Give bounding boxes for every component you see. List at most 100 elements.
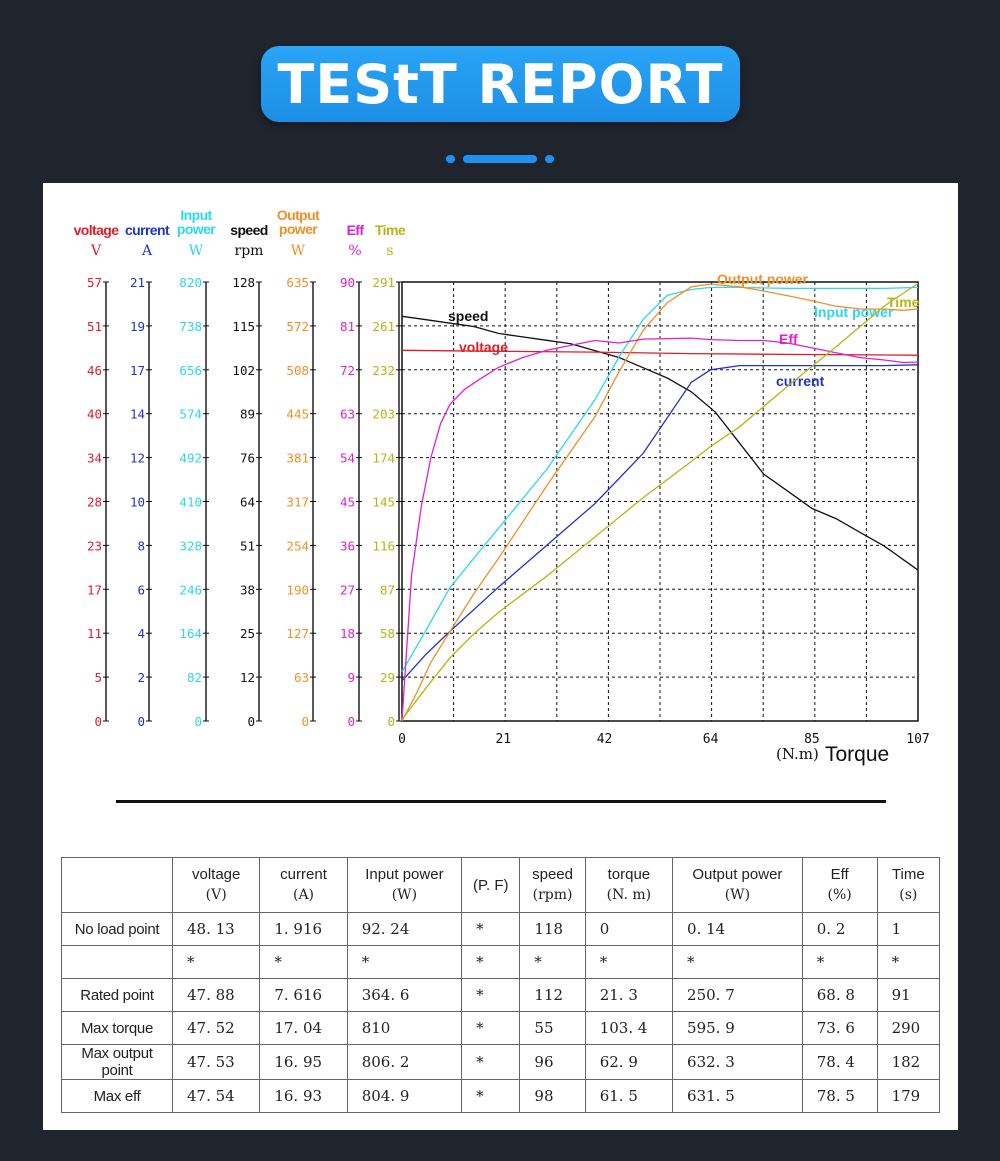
axis-tick-label: 63 — [340, 407, 355, 422]
plot-frame — [401, 281, 919, 722]
axis-unit-eff: % — [348, 243, 361, 259]
axis-tick-label: 102 — [232, 363, 255, 378]
axis-tick-label: 145 — [372, 495, 395, 510]
axis-tick-label: 5 — [94, 670, 102, 685]
table-cell: * — [461, 1044, 521, 1080]
dot-center — [463, 155, 537, 163]
axis-tick-label: 0 — [301, 714, 309, 729]
table-cell: 804. 9 — [346, 1079, 463, 1113]
table-cell: 112 — [519, 978, 586, 1012]
table-header-cell: Input power (W) — [346, 857, 463, 913]
table-cell: 250. 7 — [672, 978, 803, 1012]
axis-tick-label: 23 — [87, 538, 102, 553]
decorative-dots — [0, 155, 1000, 165]
axis-tick-label: 572 — [286, 319, 309, 334]
axis-tick-label: 51 — [87, 319, 102, 334]
report-card: voltage V 0 5 11 17 23 28 34 40 46 51 57 current A 0 2 4 6… — [43, 183, 958, 1130]
axis-tick-label: 9 — [347, 670, 355, 685]
table-cell: * — [461, 978, 521, 1012]
table-cell: * — [519, 945, 586, 979]
series-label-voltage: voltage — [459, 339, 508, 355]
axis-unit-speed: rpm — [235, 243, 264, 259]
axis-tick-label: 14 — [130, 407, 145, 422]
table-cell: 632. 3 — [672, 1044, 803, 1080]
axis-tick-label: 34 — [87, 451, 102, 466]
table-cell: 364. 6 — [346, 978, 463, 1012]
series-line-output-power — [401, 283, 919, 722]
table-cell: 810 — [346, 1011, 463, 1045]
axis-tick-label: 87 — [380, 582, 395, 597]
header-label: Eff — [830, 866, 849, 883]
axis-tick-label: 17 — [130, 363, 145, 378]
axis-tick-label: 4 — [137, 626, 145, 641]
axis-tick-label: 246 — [179, 582, 202, 597]
axis-title-voltage: voltage — [74, 222, 120, 238]
table-cell: * — [259, 945, 348, 979]
table-cell: 91 — [876, 978, 941, 1012]
header-label: speed — [532, 866, 573, 883]
header-unit: (rpm) — [532, 887, 573, 903]
axis-title-eff: Eff — [347, 222, 365, 238]
axis-tick-label: 0 — [347, 714, 355, 729]
axis-tick-label: 76 — [240, 451, 255, 466]
axis-tick-label: 0 — [194, 714, 202, 729]
axis-tick-label: 738 — [179, 319, 202, 334]
axis-tick-label: 115 — [232, 319, 255, 334]
table-cell: * — [461, 1011, 521, 1045]
x-tick-label: 85 — [804, 732, 820, 747]
axis-tick-label: 72 — [340, 363, 355, 378]
axis-title-input-power: Input — [180, 207, 212, 223]
axis-tick-label: 820 — [179, 275, 202, 290]
series-label-time: Time — [887, 294, 920, 310]
table-header-cell: Eff (%) — [801, 857, 878, 913]
divider — [116, 800, 886, 803]
axis-tick-label: 57 — [87, 275, 102, 290]
axis-tick-label: 190 — [286, 582, 309, 597]
page-title: TEStT REPORT — [277, 52, 724, 116]
axis-tick-label: 90 — [340, 275, 355, 290]
table-cell: 17. 04 — [259, 1011, 348, 1045]
axis-tick-label: 54 — [340, 451, 355, 466]
table-cell: * — [461, 912, 521, 946]
table-cell: 21. 3 — [584, 978, 674, 1012]
axis-tick-label: 18 — [340, 626, 355, 641]
table-cell: 179 — [876, 1079, 941, 1113]
table-cell: * — [346, 945, 463, 979]
series-line-speed — [401, 315, 919, 571]
axis-tick-label: 25 — [240, 626, 255, 641]
axis-tick-label: 0 — [247, 714, 255, 729]
axis-tick-label: 8 — [137, 538, 145, 553]
table-header-cell: current (A) — [259, 857, 348, 913]
row-label — [61, 945, 173, 979]
axis-tick-label: 29 — [380, 670, 395, 685]
axis-tick-label: 174 — [372, 451, 395, 466]
header-label: Input power — [365, 866, 444, 883]
table-row: * * * * * * * * * — [61, 945, 941, 979]
table-cell: 631. 5 — [672, 1079, 803, 1113]
axis-tick-label: 254 — [286, 538, 309, 553]
axis-title-input-power: power — [177, 221, 216, 237]
table-header-cell: torque (N. m) — [584, 857, 674, 913]
table-cell: 290 — [876, 1011, 941, 1045]
table-cell: 47. 53 — [171, 1044, 261, 1080]
test-chart: voltageV05111723283440465157currentA0246… — [74, 207, 930, 766]
header-label: Output power — [692, 866, 783, 883]
series-line-eff — [401, 337, 919, 721]
axis-tick-label: 0 — [94, 714, 102, 729]
axis-tick-label: 410 — [179, 495, 202, 510]
axis-tick-label: 128 — [232, 275, 255, 290]
table-cell: 182 — [876, 1044, 941, 1080]
axis-tick-label: 11 — [87, 626, 102, 641]
axis-tick-label: 317 — [286, 495, 309, 510]
header-unit: (W) — [391, 887, 418, 903]
table-cell: * — [171, 945, 261, 979]
table-row: No load point 48. 13 1. 916 92. 24 * 118 0 0. 1… — [61, 912, 941, 946]
axis-tick-label: 291 — [372, 275, 395, 290]
table-cell: 118 — [519, 912, 586, 946]
row-label: Rated point — [61, 978, 173, 1012]
x-tick-label: 0 — [398, 732, 406, 747]
header-unit: (V) — [205, 887, 227, 903]
series-line-input-power — [401, 286, 919, 673]
axis-tick-label: 21 — [130, 275, 145, 290]
